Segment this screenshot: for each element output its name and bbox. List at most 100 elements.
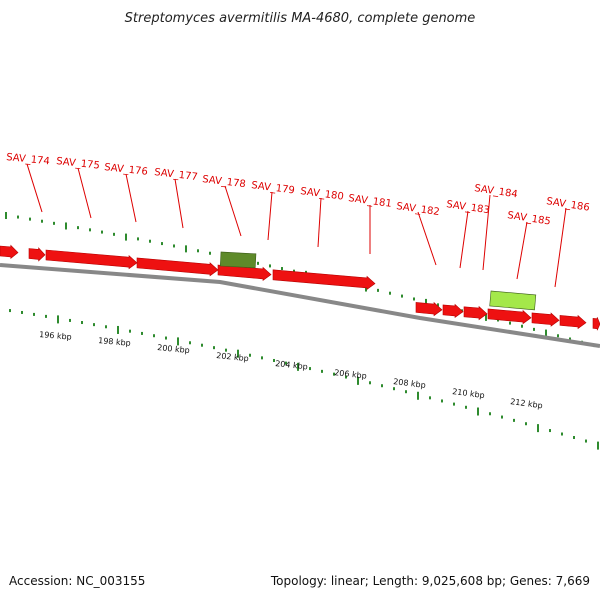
scale-tick (237, 349, 239, 358)
scale-label: 210 kbp (452, 387, 485, 400)
gene-arrow[interactable] (415, 301, 443, 317)
label-leaders (26, 163, 567, 288)
scale-tick (537, 424, 539, 433)
gene-arrow[interactable] (463, 305, 488, 321)
gene-label: SAV_176 (104, 162, 149, 178)
genome-backbone (0, 263, 600, 348)
gene-track-2 (415, 301, 600, 331)
tick-mark (257, 261, 259, 265)
scale-label: 200 kbp (157, 343, 190, 355)
tick-mark (485, 313, 487, 321)
scale-tick (597, 441, 599, 450)
scale-tick (129, 329, 131, 333)
scale-tick (369, 381, 371, 385)
scale-tick (93, 323, 95, 327)
scale-tick (153, 334, 155, 338)
gene-arrow[interactable] (136, 257, 219, 277)
tick-mark (17, 215, 19, 219)
gene-label: SAV_177 (154, 167, 199, 183)
tick-mark (173, 244, 175, 248)
scale-label: 206 kbp (334, 368, 367, 381)
scale-tick (405, 390, 407, 394)
scale-tick (585, 439, 587, 443)
scale-tick (225, 348, 227, 352)
feature-light (489, 290, 537, 311)
scale-tick (477, 407, 479, 416)
scale-tick (573, 436, 575, 440)
tick-mark (413, 297, 415, 301)
gene-label: SAV_182 (396, 201, 441, 218)
scale-label: 196 kbp (39, 330, 72, 342)
feature-track (219, 251, 537, 311)
feature-dark (219, 251, 257, 269)
gene-labels: SAV_174 SAV_175 SAV_176 SAV_177 SAV_178 … (6, 152, 591, 228)
gene-arrow[interactable] (487, 308, 532, 325)
tick-mark (77, 226, 79, 230)
scale-tick (141, 331, 143, 335)
tick-mark (89, 228, 91, 232)
scale-tick (249, 353, 251, 357)
scale-tick (429, 396, 431, 400)
leader-line (459, 210, 469, 269)
scale-tick (525, 422, 527, 426)
scale-tick (273, 358, 275, 362)
gene-arrow[interactable] (592, 317, 600, 331)
gene-label: SAV_178 (202, 174, 247, 190)
scale-tick (381, 384, 383, 388)
gene-arrow[interactable] (531, 312, 560, 327)
scale-tick (21, 310, 23, 314)
tick-mark (101, 230, 103, 234)
scale-tick (561, 432, 563, 436)
scale-tick (501, 415, 503, 419)
gene-label: SAV_184 (474, 183, 519, 200)
tick-mark (425, 298, 427, 306)
scale-tick (357, 376, 359, 385)
scale-label: 212 kbp (510, 397, 544, 410)
scale-tick (9, 309, 11, 313)
scale-tick (309, 367, 311, 371)
scale-label: 202 kbp (216, 351, 249, 363)
tick-mark (185, 245, 187, 253)
scale-labels: 196 kbp 198 kbp 200 kbp 202 kbp 204 kbp … (39, 330, 543, 410)
scale-tick (261, 356, 263, 360)
scale-tick (393, 387, 395, 391)
gene-arrow[interactable] (28, 247, 46, 262)
tick-mark (29, 217, 31, 221)
gene-label: SAV_186 (546, 196, 591, 214)
leader-line (174, 178, 184, 229)
gene-label: SAV_179 (251, 180, 296, 196)
scale-tick (105, 325, 107, 329)
leader-line (267, 191, 273, 241)
tick-mark (197, 249, 199, 253)
scale-tick (117, 325, 119, 334)
genome-summary-text: Topology: linear; Length: 9,025,608 bp; … (270, 574, 590, 588)
scale-tick (33, 312, 35, 316)
map-title: Streptomyces avermitilis MA-4680, comple… (125, 11, 476, 26)
scale-label: 204 kbp (275, 359, 308, 371)
gene-arrow[interactable] (0, 244, 19, 260)
tick-mark (5, 212, 7, 220)
gene-label: SAV_185 (507, 210, 552, 227)
leader-line (224, 185, 242, 237)
scale-tick (489, 412, 491, 416)
scale-tick (165, 336, 167, 340)
gene-arrow[interactable] (559, 314, 587, 330)
gene-arrow[interactable] (217, 264, 272, 281)
scale-tick (81, 321, 83, 325)
gene-arrow[interactable] (272, 269, 376, 290)
gene-arrow[interactable] (45, 249, 138, 270)
scale-tick (189, 341, 191, 345)
scale-tick (441, 399, 443, 403)
gene-arrow[interactable] (442, 303, 464, 318)
tick-mark (65, 222, 67, 230)
scale-tick (333, 372, 335, 376)
tick-mark (281, 267, 283, 271)
leader-line (26, 163, 43, 213)
tick-mark (137, 237, 139, 241)
scale-tick (69, 318, 71, 322)
scale-label: 208 kbp (393, 377, 426, 390)
scale-tick (453, 402, 455, 406)
scale-tick (465, 405, 467, 409)
tick-mark (557, 334, 559, 338)
